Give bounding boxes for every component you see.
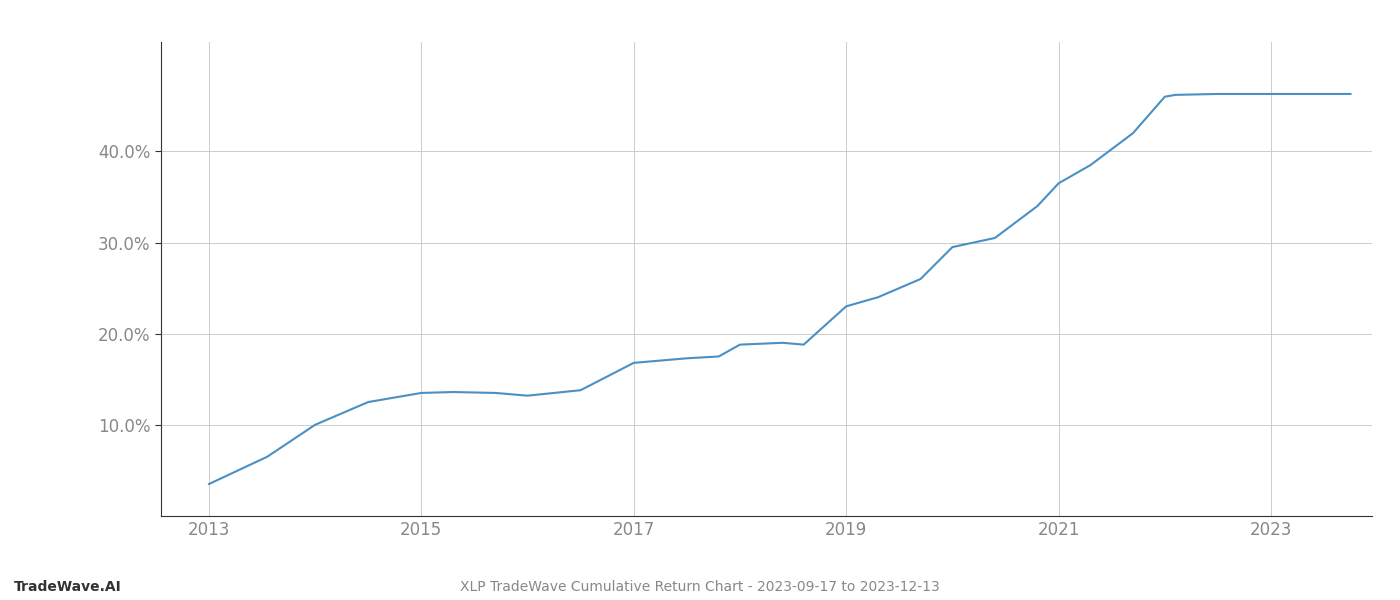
Text: TradeWave.AI: TradeWave.AI: [14, 580, 122, 594]
Text: XLP TradeWave Cumulative Return Chart - 2023-09-17 to 2023-12-13: XLP TradeWave Cumulative Return Chart - …: [461, 580, 939, 594]
